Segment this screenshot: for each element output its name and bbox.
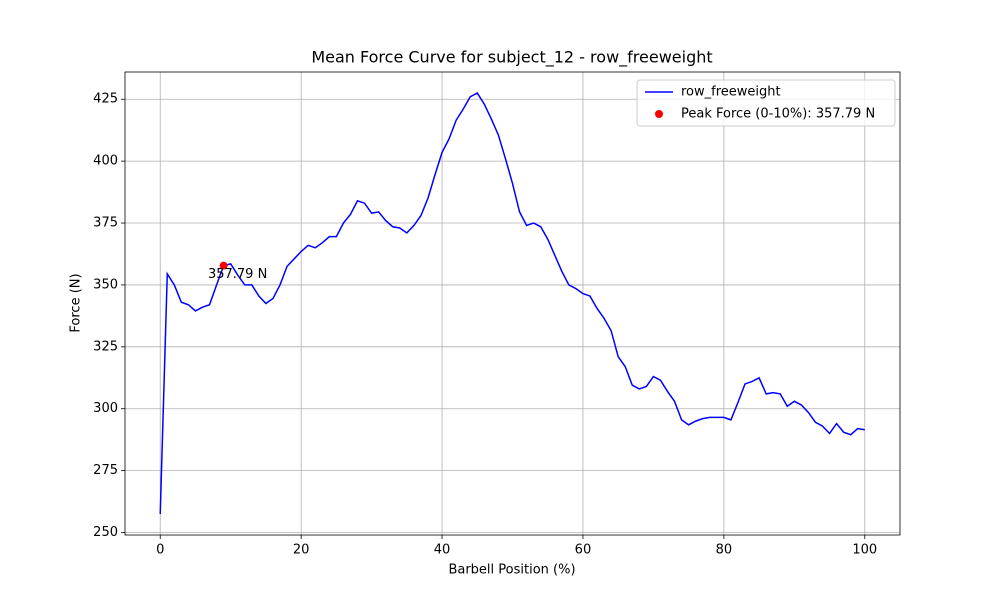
y-tick-label: 425 [93, 92, 118, 107]
x-tick-label: 60 [575, 543, 592, 558]
x-tick-label: 40 [434, 543, 451, 558]
data-label: 357.79 N [208, 267, 267, 282]
x-tick-label: 0 [156, 543, 164, 558]
x-axis-label: Barbell Position (%) [448, 563, 575, 578]
chart-title: Mean Force Curve for subject_12 - row_fr… [311, 48, 712, 68]
y-axis-label: Force (N) [69, 273, 84, 332]
legend-box [636, 79, 896, 127]
legend-swatch [655, 110, 663, 118]
x-tick-label: 20 [293, 543, 310, 558]
peak-point [219, 261, 228, 270]
y-tick-label: 375 [93, 216, 118, 231]
y-tick-label: 300 [93, 401, 118, 416]
data-line [159, 92, 865, 514]
y-tick-label: 350 [93, 277, 118, 292]
y-tick-label: 250 [93, 525, 118, 540]
x-tick-label: 80 [716, 543, 733, 558]
plot-frame [124, 71, 901, 536]
y-tick-label: 400 [93, 154, 118, 169]
legend-label: Peak Force (0-10%): 357.79 N [681, 107, 875, 122]
legend-label: row_freeweight [681, 85, 781, 100]
y-tick-label: 325 [93, 339, 118, 354]
x-tick-label: 100 [852, 543, 877, 558]
y-tick-label: 275 [93, 463, 118, 478]
